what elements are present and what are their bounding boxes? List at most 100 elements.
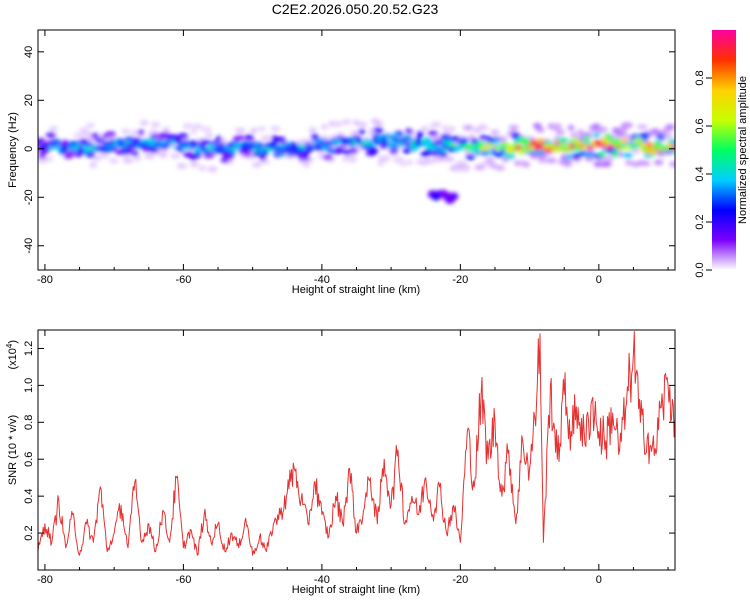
heatmap-cell — [571, 153, 581, 159]
heatmap-cell — [49, 125, 58, 132]
heatmap-cell — [552, 144, 559, 150]
heatmap-cell — [364, 138, 371, 143]
heatmap-cell — [470, 138, 479, 145]
heatmap-cell — [641, 160, 651, 167]
heatmap-cell — [73, 132, 84, 139]
heatmap-cell — [559, 143, 565, 148]
heatmap-cell — [632, 148, 640, 154]
heatmap-cell — [372, 127, 384, 133]
heatmap-cell — [494, 138, 500, 144]
heatmap-cell — [320, 124, 328, 130]
heatmap-cell — [169, 140, 176, 145]
heatmap-cell — [350, 130, 360, 137]
heatmap-cell — [602, 161, 612, 167]
heatmap-cell — [112, 141, 118, 147]
y-tick-label: 0 — [23, 146, 35, 152]
heatmap-cell — [145, 144, 155, 150]
heatmap-cell — [122, 157, 134, 164]
heatmap-cell — [476, 141, 485, 147]
heatmap-cell — [567, 124, 575, 131]
colorbar-label: Normalized spectral amplitude — [737, 76, 749, 224]
heatmap-cell — [118, 142, 125, 148]
heatmap-cell — [482, 145, 490, 150]
heatmap-cell — [160, 139, 167, 145]
heatmap-cell — [389, 144, 399, 150]
spectrogram-x-ticks: -80 -60 -40 -20 0 — [37, 30, 669, 286]
heatmap-cell — [85, 122, 95, 129]
heatmap-cell — [431, 141, 437, 146]
heatmap-cell — [98, 153, 109, 159]
heatmap-cell — [427, 130, 439, 136]
heatmap-cell — [636, 124, 648, 130]
heatmap-cell — [358, 128, 366, 135]
heatmap-cell — [574, 144, 580, 149]
heatmap-cell — [648, 143, 654, 148]
heatmap-cell — [667, 139, 675, 144]
heatmap-cell — [374, 140, 382, 146]
heatmap-cell — [335, 146, 345, 153]
heatmap-cell — [556, 129, 565, 136]
heatmap-cell — [215, 135, 222, 142]
heatmap-cell — [159, 152, 168, 159]
heatmap-cell — [105, 131, 116, 138]
heatmap-cell — [241, 141, 251, 147]
heatmap-cell — [508, 124, 520, 131]
heatmap-cell — [322, 154, 334, 161]
heatmap-cell — [250, 127, 258, 134]
heatmap-cell — [520, 146, 528, 151]
heatmap-cell — [450, 135, 461, 142]
heatmap-cell — [405, 159, 414, 166]
heatmap-cell — [336, 132, 345, 138]
heatmap-cell — [42, 156, 54, 163]
heatmap-cell — [583, 151, 595, 158]
heatmap-cell — [182, 123, 193, 129]
heatmap-cell — [507, 153, 516, 160]
heatmap-cell — [223, 146, 231, 151]
heatmap-cell — [189, 161, 200, 168]
y-tick-label: 0.2 — [23, 525, 35, 540]
heatmap-cell — [178, 133, 189, 139]
heatmap-cell — [448, 126, 456, 132]
heatmap-cell — [270, 140, 279, 146]
heatmap-cell — [535, 138, 546, 144]
heatmap-cell — [341, 119, 351, 125]
heatmap-cell — [619, 128, 627, 134]
heatmap-cell — [260, 135, 272, 142]
heatmap-cell — [189, 143, 198, 148]
heatmap-cell — [571, 137, 579, 143]
heatmap-cell — [650, 129, 661, 135]
heatmap-cell — [662, 132, 673, 139]
x-tick-label: -40 — [314, 574, 330, 586]
heatmap-cell — [150, 121, 161, 128]
heatmap-cell — [380, 143, 388, 150]
heatmap-cell — [517, 149, 524, 155]
heatmap-cell — [598, 151, 606, 158]
heatmap-cell — [300, 154, 310, 161]
heatmap-cell — [553, 123, 562, 129]
y-tick-label: 0.4 — [23, 489, 35, 504]
heatmap-cell — [90, 132, 100, 139]
heatmap-cell — [420, 125, 429, 132]
x-tick-label: -20 — [452, 574, 468, 586]
x-tick-label: -40 — [314, 274, 330, 286]
heatmap-cell — [218, 145, 226, 150]
colorbar-tick-label: 0.4 — [694, 166, 706, 181]
heatmap-cell — [357, 121, 368, 128]
x-tick-label: -80 — [37, 574, 53, 586]
heatmap-cell — [368, 141, 374, 147]
heatmap-cell — [115, 138, 122, 144]
heatmap-cell — [610, 151, 619, 158]
x-tick-label: 0 — [596, 274, 602, 286]
colorbar-bar — [712, 30, 736, 270]
heatmap-cell — [83, 147, 91, 152]
heatmap-cell — [497, 137, 507, 143]
heatmap-cell — [436, 146, 445, 151]
heatmap-cell — [581, 132, 593, 138]
snr-x-ticks: -80 -60 -40 -20 0 — [37, 330, 669, 586]
heatmap-cell — [536, 127, 545, 133]
heatmap-cell — [669, 145, 675, 151]
spectrogram-y-axis-label: Frequency (Hz) — [7, 112, 19, 188]
heatmap-cell — [465, 154, 475, 160]
heatmap-cell — [405, 128, 413, 134]
heatmap-cell — [402, 148, 411, 154]
